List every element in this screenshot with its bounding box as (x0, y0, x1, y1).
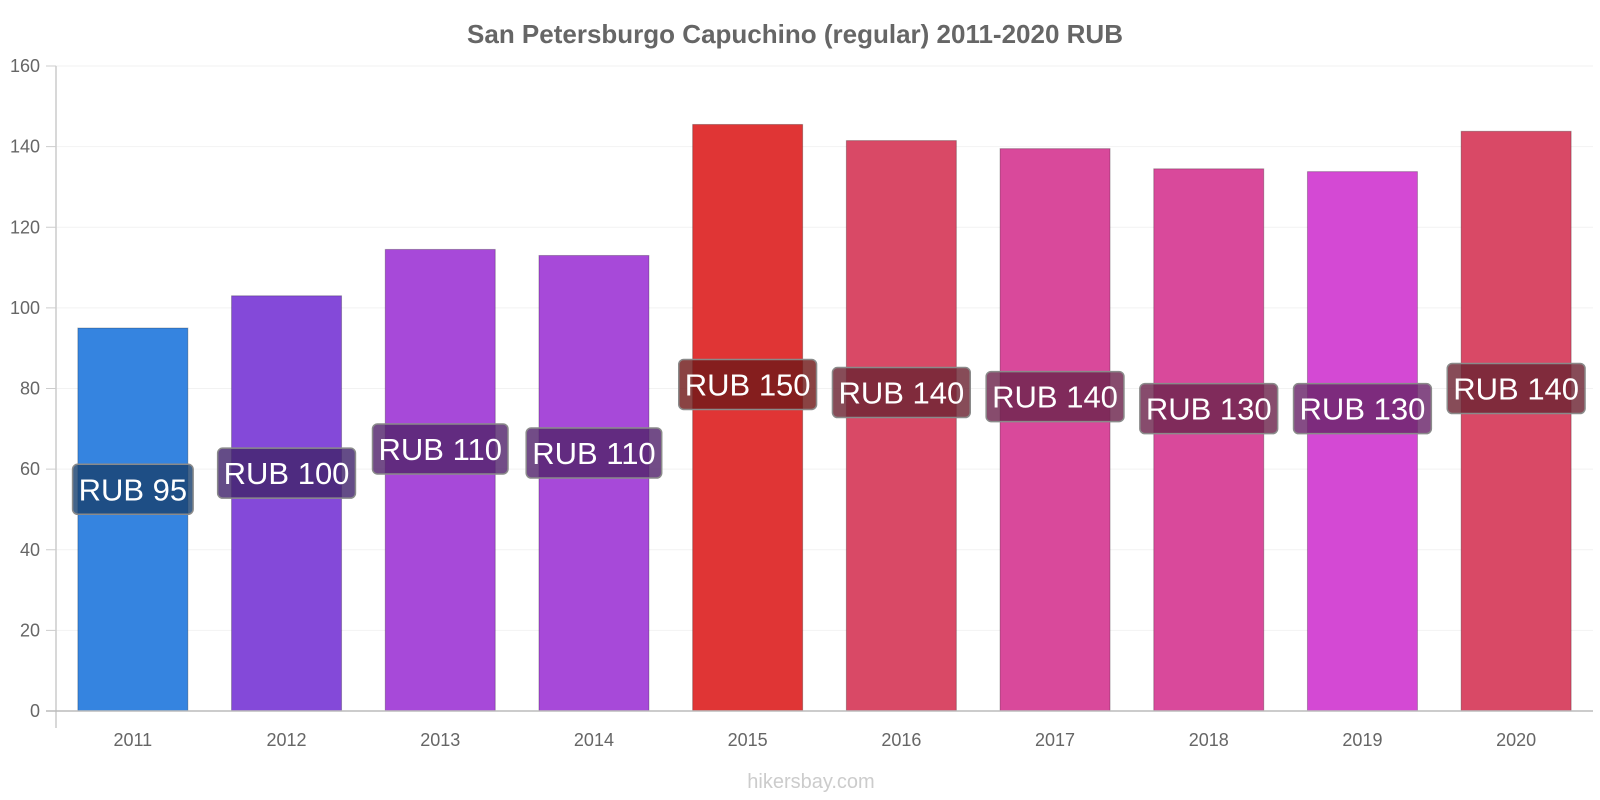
x-tick-label: 2017 (1035, 730, 1075, 750)
y-tick-labels: 0 20 40 60 80 100 120 140 160 (10, 56, 40, 721)
data-label-text: RUB 140 (1453, 372, 1579, 407)
x-tick-labels: 2011 2012 2013 2014 2015 2016 2017 2018 2019 2020 (113, 730, 1536, 750)
x-tick-label: 2016 (881, 730, 921, 750)
data-label-2019: RUB 130 (1292, 382, 1433, 435)
bars (77, 123, 1572, 712)
y-tick-label: 160 (10, 56, 40, 76)
x-tick-label: 2013 (420, 730, 460, 750)
data-label-2014: RUB 110 (525, 427, 663, 479)
data-label-background (71, 463, 194, 516)
axes (46, 66, 1593, 728)
data-label-2012: RUB 100 (216, 447, 357, 499)
bar-2018 (1153, 168, 1265, 712)
y-tick-label: 60 (20, 459, 40, 479)
x-tick-label: 2019 (1342, 730, 1382, 750)
data-label-background (985, 370, 1125, 423)
data-label-text: RUB 100 (224, 456, 350, 491)
bar-2017 (999, 148, 1111, 712)
data-label-2015: RUB 150 (678, 358, 818, 411)
data-label-background (1446, 362, 1586, 415)
data-label-text: RUB 130 (1300, 392, 1426, 427)
bar-2016 (845, 140, 957, 712)
x-tick-label: 2020 (1496, 730, 1536, 750)
data-label-background (678, 358, 818, 411)
y-tick-label: 120 (10, 217, 40, 237)
data-label-2011: RUB 95 (71, 463, 194, 516)
y-tick-label: 0 (30, 701, 40, 721)
y-tick-label: 100 (10, 298, 40, 318)
y-tick-label: 80 (20, 379, 40, 399)
bar-2019 (1306, 171, 1418, 712)
data-label-background (525, 427, 663, 479)
x-tick-label: 2018 (1189, 730, 1229, 750)
bar-2013 (384, 248, 496, 712)
data-label-text: RUB 110 (379, 432, 503, 467)
data-label-text: RUB 95 (79, 472, 188, 507)
data-label-2013: RUB 110 (371, 423, 509, 475)
bar-2020 (1460, 130, 1572, 712)
data-label-background (216, 447, 357, 499)
data-label-2020: RUB 140 (1446, 362, 1586, 415)
bar-2011 (77, 327, 189, 712)
data-label-background (1139, 382, 1279, 435)
data-label-text: RUB 110 (532, 436, 656, 471)
data-label-background (1292, 382, 1433, 435)
bar-2014 (538, 254, 650, 712)
chart-title: San Petersburgo Capuchino (regular) 2011… (467, 19, 1123, 49)
data-label-text: RUB 150 (685, 367, 811, 402)
x-tick-label: 2012 (267, 730, 307, 750)
y-tick-label: 20 (20, 620, 40, 640)
watermark: hikersbay.com (747, 771, 874, 793)
bar-2012 (231, 295, 343, 712)
data-label-background (371, 423, 509, 475)
x-tick-label: 2014 (574, 730, 614, 750)
data-label-2018: RUB 130 (1139, 382, 1279, 435)
x-tick-label: 2011 (113, 730, 152, 750)
y-tick-label: 140 (10, 137, 40, 157)
data-label-text: RUB 140 (838, 376, 964, 411)
data-label-background (831, 366, 971, 419)
data-label-2016: RUB 140 (831, 366, 971, 419)
bar-2015 (692, 123, 804, 712)
data-label-2017: RUB 140 (985, 370, 1125, 423)
data-labels: RUB 95 RUB 100 RUB 110 RUB 110 RUB 150 RUB 14… (71, 358, 1586, 516)
data-label-text: RUB 130 (1146, 392, 1272, 427)
x-tick-label: 2015 (728, 730, 768, 750)
y-tick-label: 40 (20, 540, 40, 560)
data-label-text: RUB 140 (992, 380, 1118, 415)
